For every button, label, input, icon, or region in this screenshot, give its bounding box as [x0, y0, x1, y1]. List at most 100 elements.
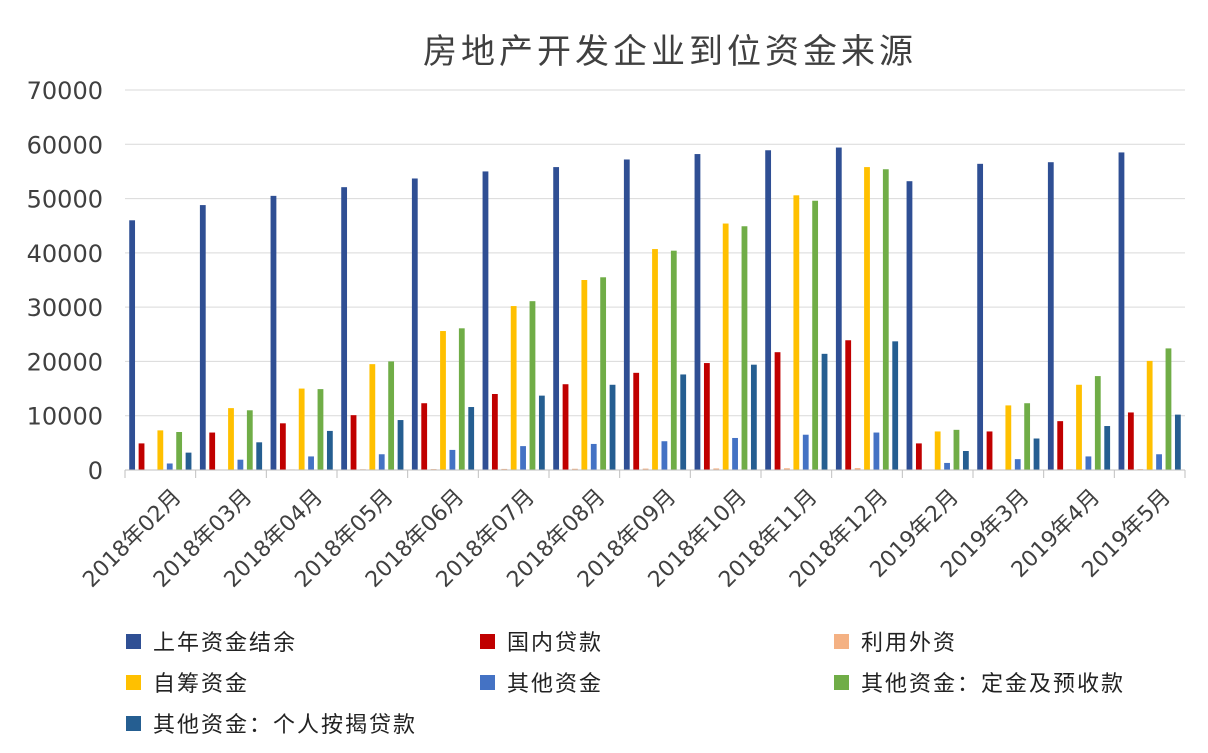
chart-title: 房地产开发企业到位资金来源	[423, 32, 917, 72]
bar	[1127, 412, 1134, 470]
bar	[388, 361, 395, 470]
bar	[1057, 421, 1064, 470]
bar	[821, 353, 828, 470]
bar	[1047, 162, 1054, 470]
legend-label: 自筹资金	[153, 672, 250, 697]
bar	[962, 451, 969, 470]
bar	[713, 468, 720, 470]
bar	[317, 389, 324, 470]
bar	[934, 431, 941, 470]
bar	[1076, 384, 1082, 470]
bar	[835, 147, 842, 471]
bar	[199, 205, 206, 471]
bar	[661, 441, 668, 470]
bar	[750, 364, 757, 470]
bar	[326, 430, 333, 470]
bar	[812, 200, 819, 470]
bar	[369, 364, 376, 470]
legend-item: 自筹资金	[126, 667, 249, 697]
bar	[845, 340, 852, 470]
bar	[279, 423, 286, 470]
x-axis-ticks: 2018年02月2018年03月2018年04月2018年05月2018年06月…	[78, 485, 1176, 593]
bar	[642, 468, 649, 470]
y-tick-label: 30000	[27, 294, 103, 322]
bar	[600, 277, 607, 470]
y-tick-label: 10000	[27, 403, 103, 431]
bar	[864, 167, 870, 471]
bar	[802, 434, 809, 470]
bar	[538, 395, 545, 470]
bar	[906, 181, 913, 470]
bar	[670, 250, 677, 470]
y-axis-ticks: 0 10000 20000 30000 40000 50000 60000 70000	[27, 77, 103, 485]
bar	[873, 432, 880, 470]
bar	[652, 249, 658, 470]
bar	[397, 420, 404, 470]
bar	[694, 154, 701, 471]
legend-swatch	[126, 674, 141, 690]
bar	[458, 328, 465, 470]
bar	[298, 388, 305, 470]
legend-label: 国内贷款	[507, 631, 604, 656]
bar	[138, 443, 145, 470]
y-tick-label: 0	[88, 457, 103, 485]
bar	[944, 462, 950, 470]
bar	[703, 363, 710, 470]
legend-label: 其他资金：个人按揭贷款	[153, 713, 418, 738]
legend-swatch	[834, 633, 849, 649]
bar	[1146, 360, 1153, 470]
bar	[449, 449, 456, 470]
bar	[237, 459, 244, 470]
bar	[482, 171, 489, 470]
legend-label: 上年资金结余	[153, 631, 298, 656]
bar	[572, 468, 578, 470]
bar	[1118, 152, 1125, 470]
bar	[341, 187, 348, 470]
bar	[633, 372, 640, 470]
bar	[1104, 426, 1111, 470]
bar	[553, 167, 560, 471]
legend-item: 国内贷款	[480, 626, 603, 656]
bar	[609, 384, 616, 470]
bar	[977, 163, 984, 471]
bar	[308, 456, 314, 470]
legend-swatch	[834, 674, 849, 690]
bar	[623, 159, 630, 470]
bar	[1005, 405, 1012, 470]
bar	[157, 430, 164, 470]
bar	[378, 454, 385, 470]
bar	[270, 195, 277, 470]
bar	[1165, 348, 1172, 470]
bar	[953, 429, 960, 470]
bar	[421, 403, 428, 470]
bar	[510, 306, 517, 470]
legend-label: 利用外资	[861, 631, 958, 656]
legend-swatch	[126, 633, 141, 649]
bar	[562, 384, 569, 470]
bar	[228, 408, 234, 470]
bar	[892, 341, 899, 470]
bar	[520, 446, 526, 470]
legend-swatch	[480, 674, 495, 690]
bar	[732, 437, 738, 470]
bar	[468, 407, 475, 470]
x-axis	[124, 469, 1186, 478]
bar	[440, 331, 446, 470]
y-tick-label: 50000	[27, 186, 103, 214]
bar	[1156, 454, 1162, 470]
bar	[411, 178, 418, 470]
legend-swatch	[126, 715, 141, 731]
bar	[765, 150, 772, 470]
legend-label: 其他资金	[507, 672, 604, 697]
bar	[501, 468, 508, 470]
bar	[129, 220, 136, 470]
bar	[1033, 438, 1040, 470]
bar	[176, 432, 183, 470]
bar	[1174, 414, 1181, 470]
bar	[1094, 376, 1101, 470]
bar	[1024, 403, 1031, 470]
bar	[256, 442, 263, 470]
bar	[209, 432, 216, 470]
bar	[529, 301, 536, 470]
